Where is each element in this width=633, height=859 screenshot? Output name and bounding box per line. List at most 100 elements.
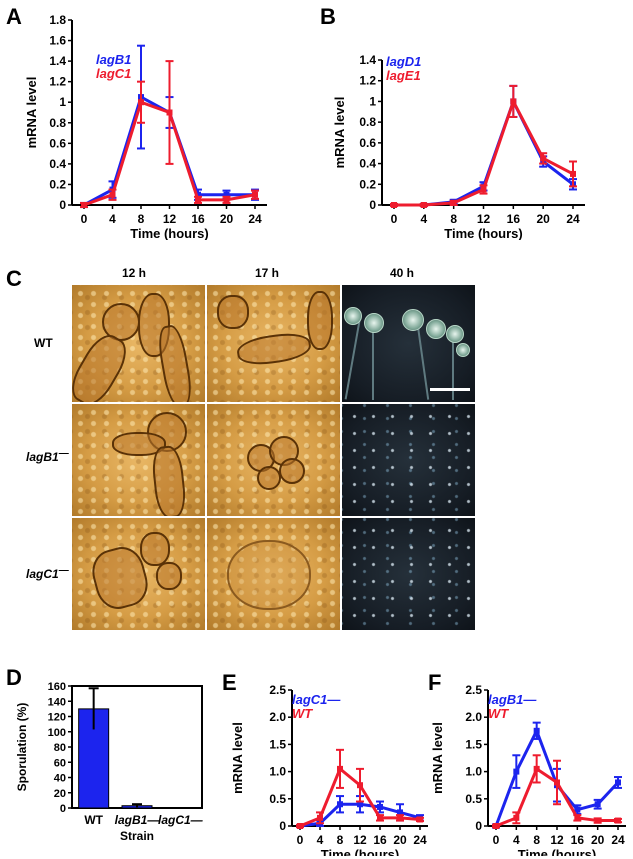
x-tick-label: 16 bbox=[571, 833, 585, 847]
y-tick-label: 0 bbox=[369, 198, 376, 212]
x-axis-label: Time (hours) bbox=[130, 226, 209, 240]
micrograph-lagb1-17h bbox=[207, 404, 340, 516]
chart-b: 0 0.2 0.4 0.6 0.8 1 1.2 1.4 0 4 8 12 16 20 24 Time (hou… bbox=[332, 53, 585, 240]
y-tick-label: 0.2 bbox=[359, 177, 376, 191]
col-label-17h: 17 h bbox=[255, 266, 280, 280]
data-point bbox=[420, 202, 427, 208]
data-point bbox=[223, 191, 230, 198]
data-point bbox=[397, 814, 403, 821]
y-tick-label: 1.2 bbox=[359, 74, 376, 88]
data-point bbox=[223, 196, 230, 203]
y-tick-label: 100 bbox=[48, 727, 66, 739]
y-tick-label: 0 bbox=[59, 198, 66, 212]
x-tick-label: 8 bbox=[138, 212, 145, 226]
y-tick-label: 1 bbox=[369, 94, 376, 108]
y-axis-label: mRNA level bbox=[430, 722, 445, 794]
y-tick-label: 0.6 bbox=[49, 136, 66, 150]
x-tick-label: 8 bbox=[450, 212, 457, 226]
y-tick-label: 140 bbox=[48, 696, 66, 708]
x-tick-label: 20 bbox=[536, 212, 550, 226]
y-axis-label: mRNA level bbox=[230, 722, 245, 794]
data-point bbox=[417, 816, 423, 823]
x-axis-label: Time (hours) bbox=[321, 847, 400, 856]
x-tick-label: 8 bbox=[533, 833, 540, 847]
y-tick-label: 80 bbox=[54, 742, 66, 754]
data-point bbox=[594, 801, 601, 808]
y-tick-label: 0.4 bbox=[359, 157, 376, 171]
row-label-wt: WT bbox=[34, 336, 53, 350]
y-tick-label: 1.0 bbox=[269, 765, 286, 779]
y-tick-label: 2.0 bbox=[465, 710, 482, 724]
micrograph-lagc1-40h bbox=[342, 518, 475, 630]
x-tick-label: 4 bbox=[109, 212, 116, 226]
x-tick-label: 24 bbox=[413, 833, 427, 847]
data-point bbox=[615, 779, 621, 786]
legend-entry: WT bbox=[488, 706, 509, 721]
category-label: lagB1— bbox=[115, 813, 161, 827]
y-tick-label: 60 bbox=[54, 757, 66, 769]
data-point bbox=[510, 98, 517, 105]
data-point bbox=[81, 202, 87, 208]
x-tick-label: 0 bbox=[493, 833, 500, 847]
data-point bbox=[195, 191, 201, 198]
y-tick-label: 0.2 bbox=[49, 177, 66, 191]
y-tick-label: 2.0 bbox=[269, 710, 286, 724]
data-point bbox=[317, 814, 323, 821]
data-point bbox=[513, 768, 520, 775]
data-point bbox=[357, 782, 363, 789]
y-tick-label: 1.2 bbox=[49, 75, 66, 89]
x-tick-label: 16 bbox=[507, 212, 521, 226]
chart-a: 0 0.2 0.4 0.6 0.8 1 1.2 1.4 1.6 1.8 0 4 8 12 16 20 24 Tim… bbox=[24, 13, 267, 240]
x-tick-label: 0 bbox=[297, 833, 304, 847]
x-tick-label: 12 bbox=[477, 212, 491, 226]
x-tick-label: 4 bbox=[420, 212, 427, 226]
data-point bbox=[480, 186, 487, 193]
data-point bbox=[337, 765, 343, 772]
micrograph-lagc1-12h bbox=[72, 518, 205, 630]
y-tick-label: 1.4 bbox=[49, 54, 66, 68]
x-axis-label: Strain bbox=[120, 829, 154, 843]
data-point bbox=[391, 202, 397, 208]
y-tick-label: 0 bbox=[475, 819, 482, 833]
x-tick-label: 4 bbox=[513, 833, 520, 847]
legend-entry: lagB1— bbox=[488, 692, 537, 707]
data-point bbox=[138, 99, 144, 106]
y-tick-label: 0.5 bbox=[269, 792, 286, 806]
data-point bbox=[377, 803, 383, 810]
data-point bbox=[297, 823, 303, 829]
y-tick-label: 1.4 bbox=[359, 53, 376, 67]
micrograph-wt-40h bbox=[342, 285, 475, 402]
x-tick-label: 20 bbox=[220, 212, 234, 226]
y-tick-label: 1.0 bbox=[465, 765, 482, 779]
y-tick-label: 0 bbox=[279, 819, 286, 833]
legend-entry: lagE1 bbox=[386, 68, 421, 83]
data-point bbox=[397, 809, 403, 816]
data-point bbox=[570, 170, 576, 177]
y-tick-label: 160 bbox=[48, 681, 66, 693]
y-axis-label: mRNA level bbox=[332, 97, 347, 169]
micrograph-wt-12h bbox=[72, 285, 205, 402]
y-tick-label: 120 bbox=[48, 712, 66, 724]
legend-entry: lagD1 bbox=[386, 54, 421, 69]
micrograph-lagb1-40h bbox=[342, 404, 475, 516]
x-axis-label: Time (hours) bbox=[444, 226, 523, 240]
data-point bbox=[554, 779, 560, 786]
col-label-40h: 40 h bbox=[390, 266, 415, 280]
y-tick-label: 2.5 bbox=[269, 683, 286, 697]
y-tick-label: 0.8 bbox=[359, 115, 376, 129]
data-point bbox=[615, 817, 621, 824]
data-point bbox=[574, 814, 581, 821]
data-point bbox=[594, 817, 601, 824]
row-label-lagc1: lagC1— bbox=[26, 565, 69, 581]
y-tick-label: 20 bbox=[54, 788, 66, 800]
legend-entry: lagB1 bbox=[96, 52, 131, 67]
x-tick-label: 0 bbox=[81, 212, 88, 226]
data-point bbox=[109, 191, 116, 198]
x-tick-label: 12 bbox=[163, 212, 177, 226]
data-point bbox=[450, 199, 457, 206]
x-tick-label: 24 bbox=[248, 212, 262, 226]
col-label-12h: 12 h bbox=[122, 266, 147, 280]
y-tick-label: 0.4 bbox=[49, 157, 66, 171]
chart-d: 0 20 40 60 80 100 120 140 160 WT lagB1—lagC1— Strai… bbox=[15, 681, 204, 843]
